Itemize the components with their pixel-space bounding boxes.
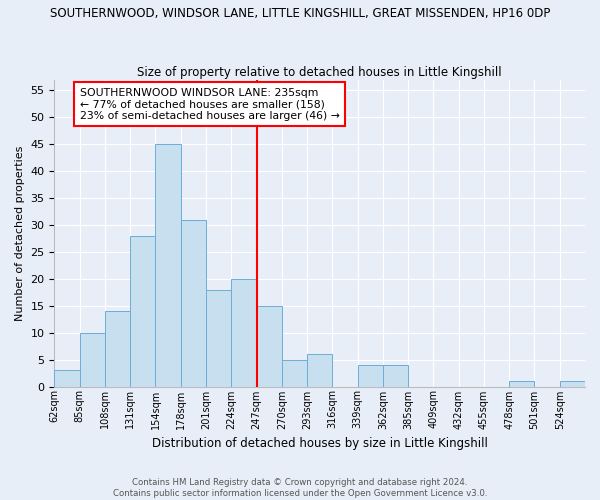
- Bar: [80, 332, 105, 386]
- Bar: [206, 290, 231, 386]
- Title: Size of property relative to detached houses in Little Kingshill: Size of property relative to detached ho…: [137, 66, 502, 78]
- Bar: [181, 220, 206, 386]
- Bar: [231, 279, 257, 386]
- Bar: [130, 236, 155, 386]
- Bar: [358, 365, 383, 386]
- Bar: [282, 360, 307, 386]
- Y-axis label: Number of detached properties: Number of detached properties: [15, 146, 25, 321]
- X-axis label: Distribution of detached houses by size in Little Kingshill: Distribution of detached houses by size …: [152, 437, 488, 450]
- Bar: [383, 365, 408, 386]
- Bar: [55, 370, 80, 386]
- Bar: [560, 381, 585, 386]
- Text: Contains HM Land Registry data © Crown copyright and database right 2024.
Contai: Contains HM Land Registry data © Crown c…: [113, 478, 487, 498]
- Text: SOUTHERNWOOD WINDSOR LANE: 235sqm
← 77% of detached houses are smaller (158)
23%: SOUTHERNWOOD WINDSOR LANE: 235sqm ← 77% …: [80, 88, 340, 121]
- Text: SOUTHERNWOOD, WINDSOR LANE, LITTLE KINGSHILL, GREAT MISSENDEN, HP16 0DP: SOUTHERNWOOD, WINDSOR LANE, LITTLE KINGS…: [50, 8, 550, 20]
- Bar: [257, 306, 282, 386]
- Bar: [155, 144, 181, 386]
- Bar: [307, 354, 332, 386]
- Bar: [509, 381, 535, 386]
- Bar: [105, 311, 130, 386]
